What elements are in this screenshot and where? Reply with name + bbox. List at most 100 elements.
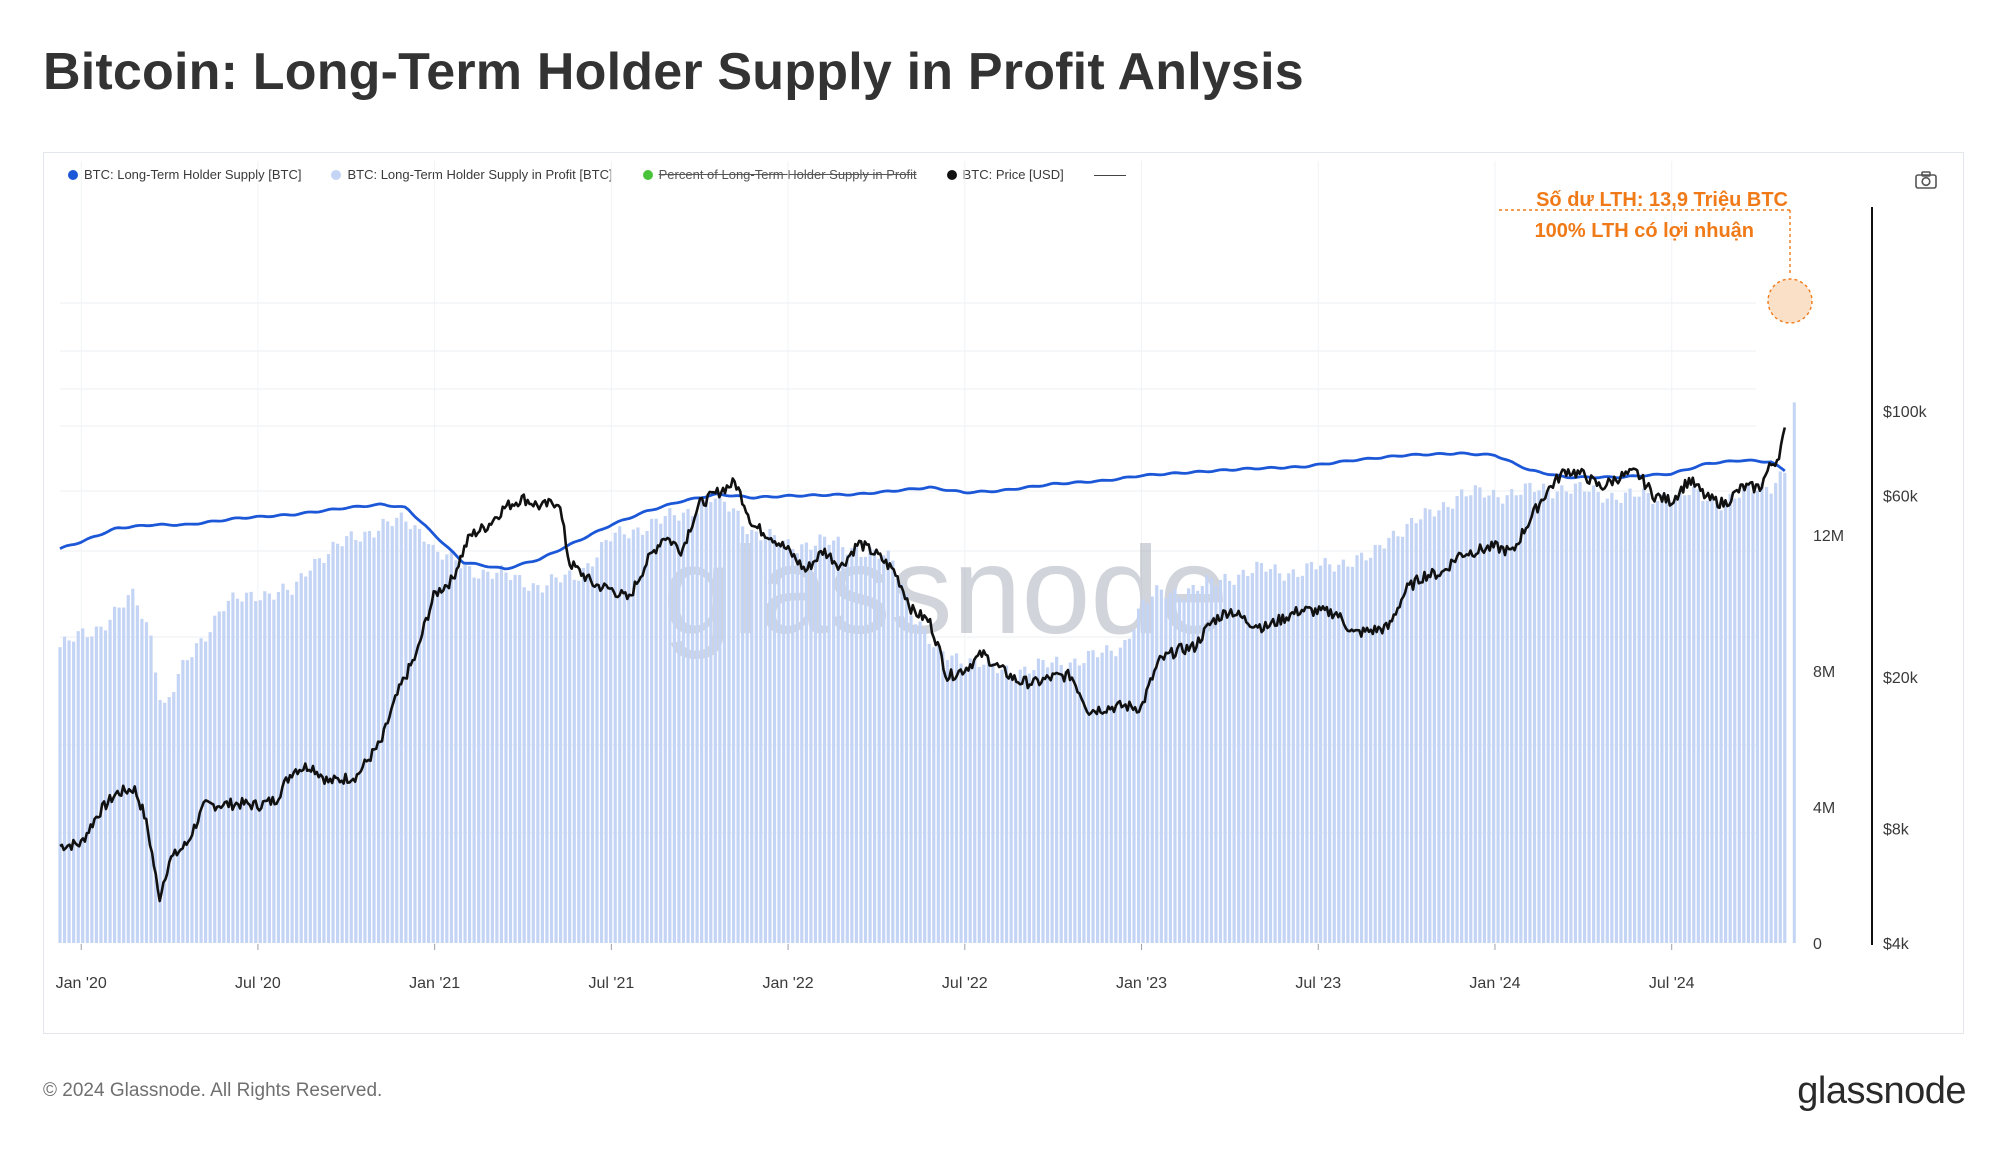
profit-bar [545,585,549,943]
profit-bar [1009,674,1013,943]
x-tick-label: Jul '21 [588,975,634,992]
legend-dot-icon [331,169,342,180]
profit-bar [1064,670,1068,943]
profit-bar [1537,490,1541,943]
profit-bar [276,592,281,943]
profit-bar [1364,560,1368,943]
profit-bar [131,588,135,943]
profit-bar [882,555,886,943]
profit-bar [1159,589,1163,943]
profit-bar [431,544,435,943]
profit-bar [1491,489,1496,943]
brand-logo[interactable]: glassnode [1797,1070,1966,1112]
profit-bar [149,635,153,943]
camera-icon[interactable] [1915,171,1937,189]
profit-bar [1701,500,1705,943]
profit-bar [1100,652,1104,943]
profit-bar [968,658,972,943]
profit-bar [495,572,499,943]
profit-bar [777,544,781,943]
profit-bar [1764,487,1769,943]
profit-bar [317,558,322,943]
profit-bar [322,562,326,943]
profit-bar [1696,489,1700,943]
profit-bar [709,501,713,943]
profit-bar [395,517,399,943]
profit-bar [463,563,467,943]
profit-bar [72,641,76,943]
profit-bar [822,536,827,943]
profit-bar [1633,496,1637,943]
profit-bar [932,647,936,943]
profit-bar [791,549,795,943]
profit-bar [113,606,117,943]
profit-bar [1783,472,1787,943]
profit-bar [1678,488,1682,943]
profit-bar [1055,656,1059,943]
profit-bar [1587,491,1591,943]
profit-bar [427,544,431,943]
profit-bar [1209,577,1213,943]
profit-bar [1719,510,1723,943]
profit-bar [1496,497,1500,943]
profit-bar [713,498,717,943]
profit-bar [668,508,672,943]
profit-bar [1045,667,1050,943]
profit-bar [1596,492,1600,943]
profit-bar [909,615,913,943]
x-tick-label: Jul '23 [1295,975,1341,992]
profit-bar [504,572,508,943]
profit-bar [1182,599,1186,943]
profit-bar [558,582,563,943]
profit-bar [659,523,663,943]
profit-bar [954,653,959,943]
profit-bar [185,660,190,943]
profit-bar [568,570,572,943]
profit-bar [167,697,171,943]
profit-bar [1614,499,1619,943]
profit-bar [1268,569,1273,943]
profit-bar [1446,506,1450,943]
profit-bar [99,626,103,943]
profit-bar [722,501,727,943]
profit-bar [718,492,722,943]
profit-bar [1259,563,1264,943]
y-right-tick-label: $100k [1883,404,1928,421]
profit-bar [1073,658,1077,943]
y-right-tick-label: $20k [1883,670,1919,687]
profit-bar [1114,656,1118,943]
profit-bar [1287,573,1291,943]
profit-bar [1551,498,1555,943]
profit-bar [204,641,208,943]
profit-bar [950,655,954,943]
profit-bar [599,542,604,943]
profit-bar [1683,495,1687,943]
profit-bar [449,549,453,943]
profit-bar [508,579,513,943]
profit-bar [244,592,249,943]
profit-bar [345,536,349,943]
legend-item-lth-supply[interactable]: BTC: Long-Term Holder Supply [BTC] [68,167,301,182]
line-style-icon [1093,174,1126,176]
legend-label: BTC: Price [USD] [962,167,1064,182]
profit-bar [618,526,622,943]
profit-bar [90,636,94,943]
profit-bar [422,541,426,943]
profit-bar [108,619,112,943]
profit-bar [181,660,185,943]
profit-bar [995,673,1000,943]
profit-bar [795,553,799,943]
y-left-tick-label: 0 [1813,936,1822,953]
profit-bar [1296,576,1300,943]
legend-item-price[interactable]: BTC: Price [USD] [946,167,1064,182]
profit-bar [581,567,585,943]
profit-bar [1150,596,1154,943]
profit-bar [249,591,253,943]
legend-item-lth-supply-in-profit[interactable]: BTC: Long-Term Holder Supply in Profit [… [331,167,613,182]
profit-bar [1473,485,1477,943]
legend-item-extra-line[interactable] [1093,174,1126,176]
profit-bar [1232,584,1236,943]
profit-bar [1400,536,1405,943]
profit-bar [358,541,362,943]
profit-bar [1460,489,1464,943]
